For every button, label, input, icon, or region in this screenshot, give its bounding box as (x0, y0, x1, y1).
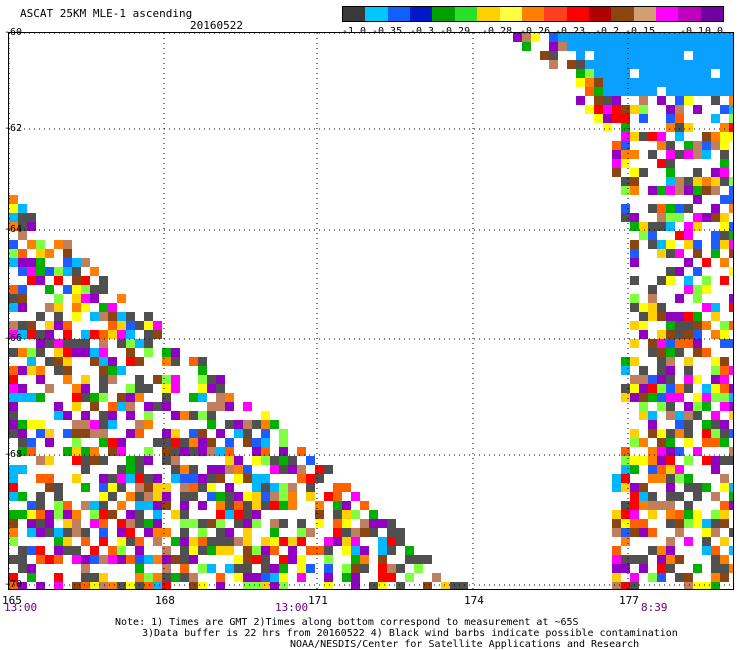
lat-label-60: -60 (4, 27, 23, 38)
lon-label-174: 174 (464, 594, 484, 607)
map-date: 20160522 (190, 19, 243, 32)
colorbar-swatch (588, 7, 612, 21)
colorbar-label: -0.3 (410, 26, 434, 37)
note-line-1: Note: 1) Times are GMT 2)Times along bot… (115, 617, 579, 628)
colorbar-swatch (566, 7, 589, 21)
note-line-2: 3)Data buffer is 22 hrs from 20160522 4)… (142, 628, 678, 639)
lat-label-64: -64 (4, 224, 23, 235)
colorbar-swatch (633, 7, 657, 21)
lat-label-70: -70 (4, 579, 23, 590)
colorbar-swatch (343, 7, 366, 21)
colorbar-swatch (611, 7, 634, 21)
map-title: ASCAT 25KM MLE-1 ascending (20, 7, 193, 20)
colorbar-swatch (410, 7, 433, 21)
lon-label-168: 168 (155, 594, 175, 607)
colorbar-swatch (454, 7, 478, 21)
colorbar-label: -1.0 (342, 26, 366, 37)
colorbar-swatch (477, 7, 500, 21)
lon-label-177: 177 (619, 594, 639, 607)
colorbar-label: -0.29 (440, 26, 470, 37)
colorbar-label: -0.2 (595, 26, 619, 37)
colorbar-label: -0.23 (555, 26, 585, 37)
colorbar-swatch (365, 7, 388, 21)
time-label-right: 8:39 (641, 601, 668, 614)
colorbar-swatch (499, 7, 522, 21)
time-label-middle: 13:00 (275, 601, 309, 614)
swath-grid (9, 33, 733, 589)
colorbar-swatch (521, 7, 545, 21)
colorbar-swatch (544, 7, 567, 21)
colorbar-swatch (387, 7, 411, 21)
colorbar-label: -0.15 (625, 26, 655, 37)
colorbar-label: -0.1 (680, 26, 704, 37)
colorbar-label: 0.0 (705, 26, 723, 37)
lat-label-62: -62 (4, 123, 23, 134)
note-line-3: NOAA/NESDIS/Center for Satellite Applica… (290, 639, 640, 650)
colorbar (342, 6, 724, 22)
colorbar-label: -0.26 (520, 26, 550, 37)
time-label-left: 13:00 (4, 601, 38, 614)
colorbar-label: -0.35 (372, 26, 402, 37)
colorbar-swatch (656, 7, 679, 21)
lat-label-68: -68 (4, 449, 23, 460)
lon-label-171: 171 (308, 594, 328, 607)
colorbar-swatch (432, 7, 455, 21)
map-plot (8, 32, 734, 590)
lon-label-165: 165 (2, 594, 22, 607)
colorbar-label: -0.28 (482, 26, 512, 37)
lat-label-66: -66 (4, 333, 23, 344)
colorbar-swatch (678, 7, 701, 21)
colorbar-swatch (700, 7, 724, 21)
